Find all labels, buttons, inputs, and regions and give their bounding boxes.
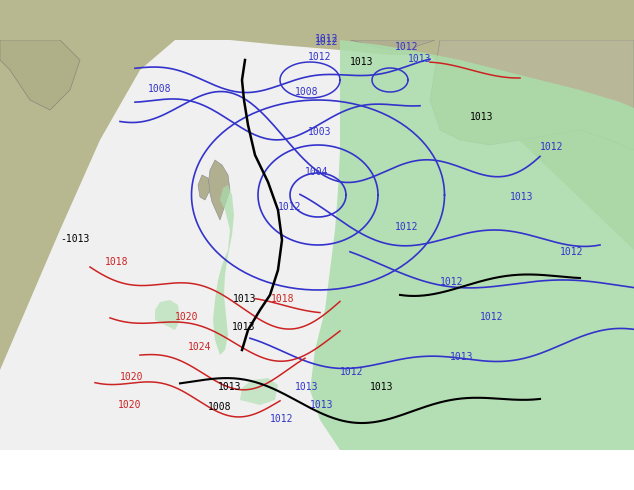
Text: 1004: 1004: [305, 167, 328, 177]
Polygon shape: [155, 300, 180, 330]
Text: 1003: 1003: [308, 127, 332, 137]
Text: 1012: 1012: [315, 37, 339, 47]
Text: 7: 7: [112, 471, 119, 485]
Text: 9: 9: [156, 471, 163, 485]
Text: 1013: 1013: [232, 322, 256, 332]
Text: 1008: 1008: [148, 84, 172, 94]
Text: 1008: 1008: [208, 402, 231, 412]
Text: 1013: 1013: [350, 57, 373, 67]
Text: Bft: Bft: [244, 471, 266, 485]
Text: 1012: 1012: [395, 42, 418, 52]
Text: 1013: 1013: [370, 382, 394, 392]
Text: 11: 11: [200, 471, 214, 485]
Text: 1008: 1008: [295, 87, 318, 97]
Text: 1020: 1020: [120, 372, 143, 382]
Text: 10: 10: [178, 471, 192, 485]
Text: 12: 12: [222, 471, 236, 485]
Polygon shape: [0, 40, 634, 450]
Text: 1018: 1018: [271, 294, 295, 304]
Text: 1020: 1020: [175, 312, 198, 322]
Text: 1013: 1013: [233, 294, 257, 304]
Text: 1012: 1012: [308, 52, 332, 62]
Text: 1012: 1012: [340, 367, 363, 377]
Text: 1012: 1012: [560, 247, 583, 257]
Text: 1024: 1024: [188, 342, 212, 352]
Text: 6: 6: [90, 471, 97, 485]
Text: 1013: 1013: [470, 112, 493, 122]
Polygon shape: [198, 175, 210, 200]
Text: 1013: 1013: [310, 400, 333, 410]
Text: 1012: 1012: [440, 277, 463, 287]
Polygon shape: [310, 40, 634, 450]
Text: High wind areas [hPa] UK-Global: High wind areas [hPa] UK-Global: [4, 460, 225, 473]
Text: Th 30-05-2024 03:00 UTC (06+21): Th 30-05-2024 03:00 UTC (06+21): [409, 460, 630, 473]
Polygon shape: [350, 40, 435, 50]
Text: 1012: 1012: [480, 312, 503, 322]
Text: 1012: 1012: [395, 222, 418, 232]
Text: 1020: 1020: [118, 400, 141, 410]
Text: 1013: 1013: [408, 54, 432, 64]
Polygon shape: [208, 160, 230, 220]
Polygon shape: [430, 40, 634, 150]
Polygon shape: [240, 378, 278, 405]
Text: 1012: 1012: [270, 414, 294, 424]
Text: -1013: -1013: [60, 234, 89, 244]
Text: Wind 10m: Wind 10m: [4, 471, 61, 485]
Polygon shape: [0, 40, 80, 110]
Text: 1013: 1013: [295, 382, 318, 392]
Polygon shape: [213, 185, 234, 355]
Text: 1012: 1012: [278, 202, 302, 212]
Text: 1013: 1013: [450, 352, 474, 362]
Text: 1013: 1013: [218, 382, 242, 392]
Text: 1018: 1018: [105, 257, 129, 267]
Text: 8: 8: [134, 471, 141, 485]
Text: 1012: 1012: [315, 34, 339, 44]
Text: 1013: 1013: [510, 192, 533, 202]
Text: 1012: 1012: [540, 142, 564, 152]
